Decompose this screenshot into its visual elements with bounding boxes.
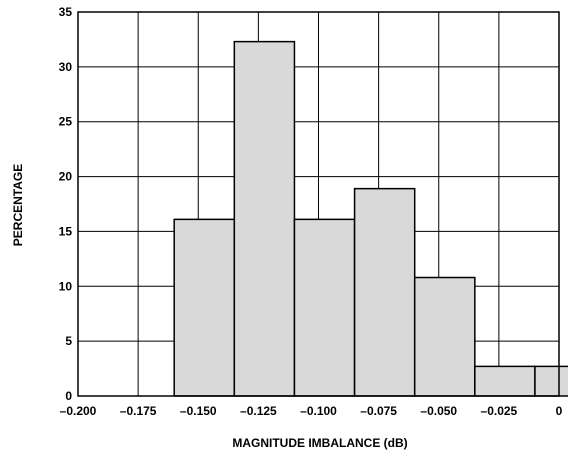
x-tick-label: –0.050 (420, 404, 457, 418)
x-tick-label: –0.175 (120, 404, 157, 418)
x-tick-labels: –0.200 –0.175 –0.150 –0.125 –0.100 –0.075 –0.0… (60, 404, 563, 418)
y-axis-title: PERCENTAGE (11, 164, 25, 246)
y-tick-label: 20 (59, 170, 73, 184)
histogram-bar (173, 218, 236, 397)
x-axis-title: MAGNITUDE IMBALANCE (dB) (232, 436, 407, 450)
x-tick-label: –0.200 (60, 404, 97, 418)
y-tick-label: 35 (59, 5, 73, 19)
y-tick-label: 15 (59, 224, 73, 238)
y-tick-label: 30 (59, 60, 73, 74)
histogram-bar (353, 187, 416, 397)
y-tick-label: 10 (59, 279, 73, 293)
x-tick-label: –0.150 (180, 404, 217, 418)
plot-frame (77, 11, 560, 397)
x-tick-label: –0.100 (300, 404, 337, 418)
histogram-bar (233, 40, 296, 397)
histogram-bar (534, 365, 568, 397)
y-tick-label: 0 (65, 389, 72, 403)
histogram-bar (474, 365, 536, 397)
histogram-bar (413, 276, 476, 397)
y-tick-label: 25 (59, 115, 73, 129)
x-tick-label: 0 (556, 404, 563, 418)
x-tick-label: –0.125 (240, 404, 277, 418)
y-tick-label: 5 (65, 334, 72, 348)
x-tick-label: –0.025 (481, 404, 518, 418)
bar-layer (173, 40, 568, 397)
x-tick-label: –0.075 (360, 404, 397, 418)
y-tick-labels: 0 5 10 15 20 25 30 35 (59, 5, 73, 403)
histogram-bar (293, 218, 356, 397)
